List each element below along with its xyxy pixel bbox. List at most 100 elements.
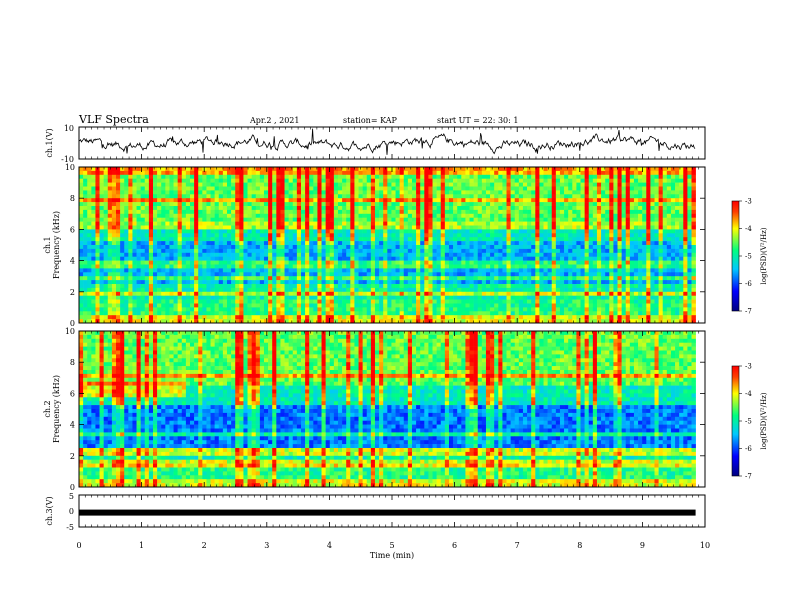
spectrogram-cell: [666, 190, 672, 195]
spectrogram-cell: [136, 182, 141, 187]
spectrogram-cell: [461, 217, 466, 222]
spectrogram-cell: [79, 237, 84, 242]
spectrogram-cell: [292, 174, 298, 179]
spectrogram-cell: [268, 217, 273, 222]
spectrogram-cell: [189, 241, 195, 246]
spectrogram-cell: [95, 284, 100, 289]
spectrogram-cell: [161, 225, 166, 230]
spectrogram-cell: [107, 202, 113, 207]
spectrogram-cell: [629, 182, 635, 187]
spectrogram-cell: [555, 170, 561, 176]
spectrogram-cell: [379, 260, 384, 265]
spectrogram-cell: [547, 260, 553, 265]
spectrogram-cell: [280, 209, 285, 215]
spectrogram-cell: [243, 237, 248, 242]
spectrogram-cell: [448, 260, 454, 265]
spectrogram-cell: [568, 194, 573, 199]
spectrogram-cell: [157, 170, 162, 176]
spectrogram-cell: [300, 170, 306, 176]
spectrogram-cell: [169, 272, 174, 277]
spectrogram-cell: [547, 170, 553, 176]
spectrogram-cell: [654, 206, 659, 211]
spectrogram-cell: [411, 248, 417, 254]
spectrogram-cell: [95, 287, 100, 293]
spectrogram-cell: [83, 268, 88, 273]
spectrogram-cell: [325, 291, 331, 296]
spectrogram-cell: [321, 209, 326, 215]
spectrogram-cell: [666, 225, 672, 230]
spectrogram-cell: [621, 178, 627, 183]
spectrogram-cell: [305, 229, 310, 234]
spectrogram-cell: [592, 225, 598, 230]
spectrogram-cell: [527, 194, 532, 199]
spectrogram-cell: [218, 252, 224, 257]
spectrogram-cell: [543, 245, 548, 250]
spectrogram-cell: [91, 174, 96, 179]
spectrogram-cell: [358, 256, 363, 261]
spectrogram-cell: [572, 237, 577, 242]
spectrogram-cell: [461, 225, 466, 230]
spectrogram-cell: [436, 229, 442, 234]
spectrogram-cell: [296, 248, 302, 254]
spectrogram-cell: [342, 237, 347, 242]
spectrogram-cell: [173, 276, 178, 281]
spectrogram-cell: [658, 248, 664, 254]
spectrogram-cell: [551, 284, 557, 289]
spectrogram-cell: [206, 237, 211, 242]
spectrogram-cell: [194, 225, 199, 230]
spectrogram-cell: [592, 245, 598, 250]
spectrogram-cell: [95, 233, 100, 238]
spectrogram-cell: [416, 287, 421, 293]
spectrogram-cell: [132, 256, 137, 261]
spectrogram-cell: [251, 248, 257, 254]
spectrogram-cell: [268, 280, 273, 285]
spectrogram-cell: [185, 170, 191, 176]
spectrogram-cell: [510, 221, 516, 226]
spectrogram-cell: [411, 182, 417, 187]
spectrogram-cell: [687, 245, 692, 250]
spectrogram-cell: [617, 237, 622, 242]
spectrogram-cell: [613, 202, 618, 207]
spectrogram-cell: [457, 256, 462, 261]
spectrogram-cell: [535, 174, 540, 179]
spectrogram-cell: [658, 209, 664, 215]
spectrogram-cell: [510, 245, 516, 250]
spectrogram-cell: [333, 268, 339, 273]
spectrogram-cell: [555, 217, 561, 222]
spectrogram-cell: [161, 276, 166, 281]
spectrogram-cell: [354, 221, 359, 226]
spectrogram-cell: [268, 202, 273, 207]
spectrogram-cell: [629, 186, 635, 191]
spectrogram-cell: [161, 248, 166, 254]
spectrogram-cell: [157, 217, 162, 222]
spectrogram-cell: [111, 178, 117, 183]
spectrogram-cell: [448, 209, 454, 215]
spectrogram-cell: [485, 225, 491, 230]
spectrogram-cell: [453, 241, 458, 246]
spectrogram-cell: [202, 241, 207, 246]
spectrogram-cell: [292, 268, 298, 273]
spectrogram-cell: [124, 194, 129, 199]
spectrogram-cell: [177, 237, 183, 242]
spectrogram-cell: [465, 209, 470, 215]
spectrogram-cell: [580, 256, 585, 261]
spectrogram-cell: [477, 174, 483, 179]
spectrogram-cell: [609, 186, 614, 191]
spectrogram-cell: [646, 280, 651, 285]
spectrogram-cell: [481, 264, 487, 269]
spectrogram-cell: [444, 209, 450, 215]
spectrogram-cell: [576, 194, 581, 199]
spectrogram-cell: [687, 190, 692, 195]
spectrogram-cell: [99, 217, 104, 222]
spectrogram-cell: [354, 276, 359, 281]
spectrogram-cell: [383, 190, 388, 195]
spectrogram-cell: [666, 276, 672, 281]
spectrogram-cell: [313, 194, 318, 199]
spectrogram-cell: [428, 268, 433, 273]
spectrogram-cell: [272, 206, 277, 211]
spectrogram-cell: [428, 213, 433, 218]
spectrogram-cell: [243, 174, 248, 179]
spectrogram-cell: [518, 233, 524, 238]
spectrogram-cell: [490, 252, 495, 257]
spectrogram-cell: [132, 167, 137, 172]
